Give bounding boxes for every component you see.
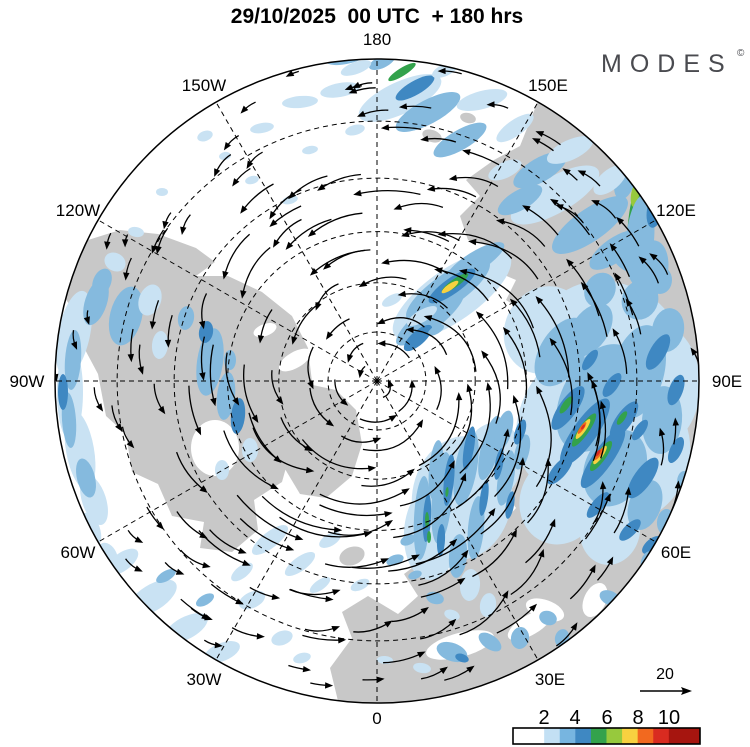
lon-label-90w: 90W bbox=[10, 372, 45, 391]
reference-arrow-head bbox=[681, 687, 692, 695]
chart-title: 29/10/2025 00 UTC + 180 hrs bbox=[231, 5, 523, 28]
colorbar-cells bbox=[513, 728, 701, 744]
colorbar-tick-8: 8 bbox=[632, 707, 643, 729]
lon-label-30w: 30W bbox=[187, 670, 222, 689]
colorbar-frame bbox=[512, 727, 701, 745]
lon-label-30e: 30E bbox=[535, 670, 565, 689]
lon-label-60w: 60W bbox=[61, 543, 96, 562]
lon-label-60e: 60E bbox=[661, 543, 691, 562]
wind-arrow-layer bbox=[55, 67, 699, 689]
colorbar-tick-4: 4 bbox=[569, 707, 580, 729]
lon-label-120w: 120W bbox=[56, 201, 100, 220]
colorbar-tick-6: 6 bbox=[601, 707, 612, 729]
lon-label-150e: 150E bbox=[528, 76, 568, 95]
lon-label-180: 180 bbox=[363, 30, 391, 49]
colorbar-tick-2: 2 bbox=[538, 707, 549, 729]
colorbar-tick-10: 10 bbox=[658, 707, 680, 729]
lon-label-150w: 150W bbox=[182, 76, 226, 95]
reference-arrow-label: 20 bbox=[656, 666, 674, 683]
lon-label-90e: 90E bbox=[712, 372, 742, 391]
reference-arrow: 20 bbox=[640, 666, 692, 695]
copyright-icon: © bbox=[737, 48, 745, 59]
modes-logo: MODES bbox=[601, 50, 733, 78]
lon-label-120e: 120E bbox=[656, 201, 696, 220]
map-boundary-circle bbox=[54, 58, 700, 704]
colorbar: 2 4 6 8 10 bbox=[512, 707, 701, 745]
lon-label-0: 0 bbox=[372, 709, 381, 728]
